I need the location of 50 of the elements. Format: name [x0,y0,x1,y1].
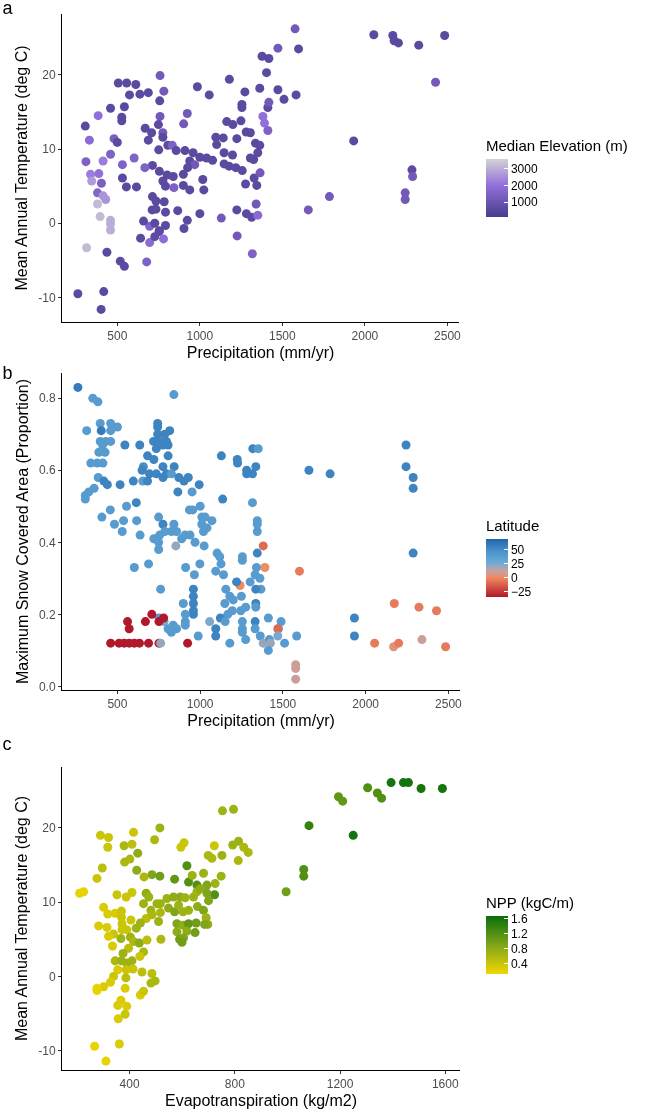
y-axis-title: Mean Annual Temperature (deg C) [13,45,31,291]
color-bar-label: 1.2 [510,926,528,941]
x-axis-title: Evapotranspiration (kg/m2) [164,1092,358,1110]
x-tick-label: 1200 [326,1077,354,1092]
x-tick-label: 1000 [186,697,214,712]
color-bar-label: −25 [510,584,532,599]
x-axis-title: Precipitation (mm/yr) [187,712,335,730]
x-tick-label: 1600 [431,1077,459,1092]
chart-title: b [2,363,13,384]
x-tick-label: 500 [107,329,128,344]
x-tick-label: 500 [107,697,128,712]
color-bar-label: 1.6 [510,911,528,926]
x-tick-label: 2500 [435,697,463,712]
x-tick-label: 1500 [269,697,297,712]
y-tick-label: -10 [38,290,56,305]
color-bar-label: 0.8 [510,941,528,956]
x-axis-title: Precipitation (mm/yr) [186,344,335,362]
color-bar-title: Median Elevation (m) [485,137,628,155]
color-bar-label: 25 [510,556,525,571]
y-axis-title: Mean Annual Temperature (deg C) [13,795,31,1042]
chart-title: c [2,733,12,754]
color-bar-label: 1000 [510,195,538,210]
y-tick-label: 0.6 [38,463,56,478]
x-tick-label: 2000 [351,329,379,344]
y-axis-title: Maximum Snow Covered Area (Proportion) [13,378,31,685]
chart-title: a [2,0,14,19]
color-bar-title: Latitude [485,517,540,535]
x-tick-label: 2500 [434,329,462,344]
y-tick-label: 10 [42,895,56,910]
y-tick-label: 0.2 [38,607,56,622]
color-bar-label: 2000 [510,178,538,193]
color-bar-label: 50 [510,543,525,558]
y-tick-label: 0.8 [38,391,56,406]
y-tick-label: 0.4 [38,535,56,550]
color-bar-title: NPP (kgC/m) [485,893,574,911]
y-tick-label: 10 [42,142,56,157]
y-tick-label: 0 [48,969,56,984]
y-tick-label: 20 [42,68,56,83]
x-tick-label: 800 [224,1077,246,1092]
color-bar-label: 3000 [510,162,538,177]
y-tick-label: 20 [42,821,56,836]
color-bar-label: 0 [510,570,518,585]
color-bar-label: 0.4 [510,956,528,971]
y-tick-label: 0.0 [38,679,56,694]
x-tick-label: 1000 [186,329,214,344]
y-tick-label: 0 [48,216,56,231]
y-tick-label: -10 [38,1043,56,1058]
x-tick-label: 1500 [269,329,297,344]
x-tick-label: 400 [119,1077,140,1092]
x-tick-label: 2000 [352,697,380,712]
